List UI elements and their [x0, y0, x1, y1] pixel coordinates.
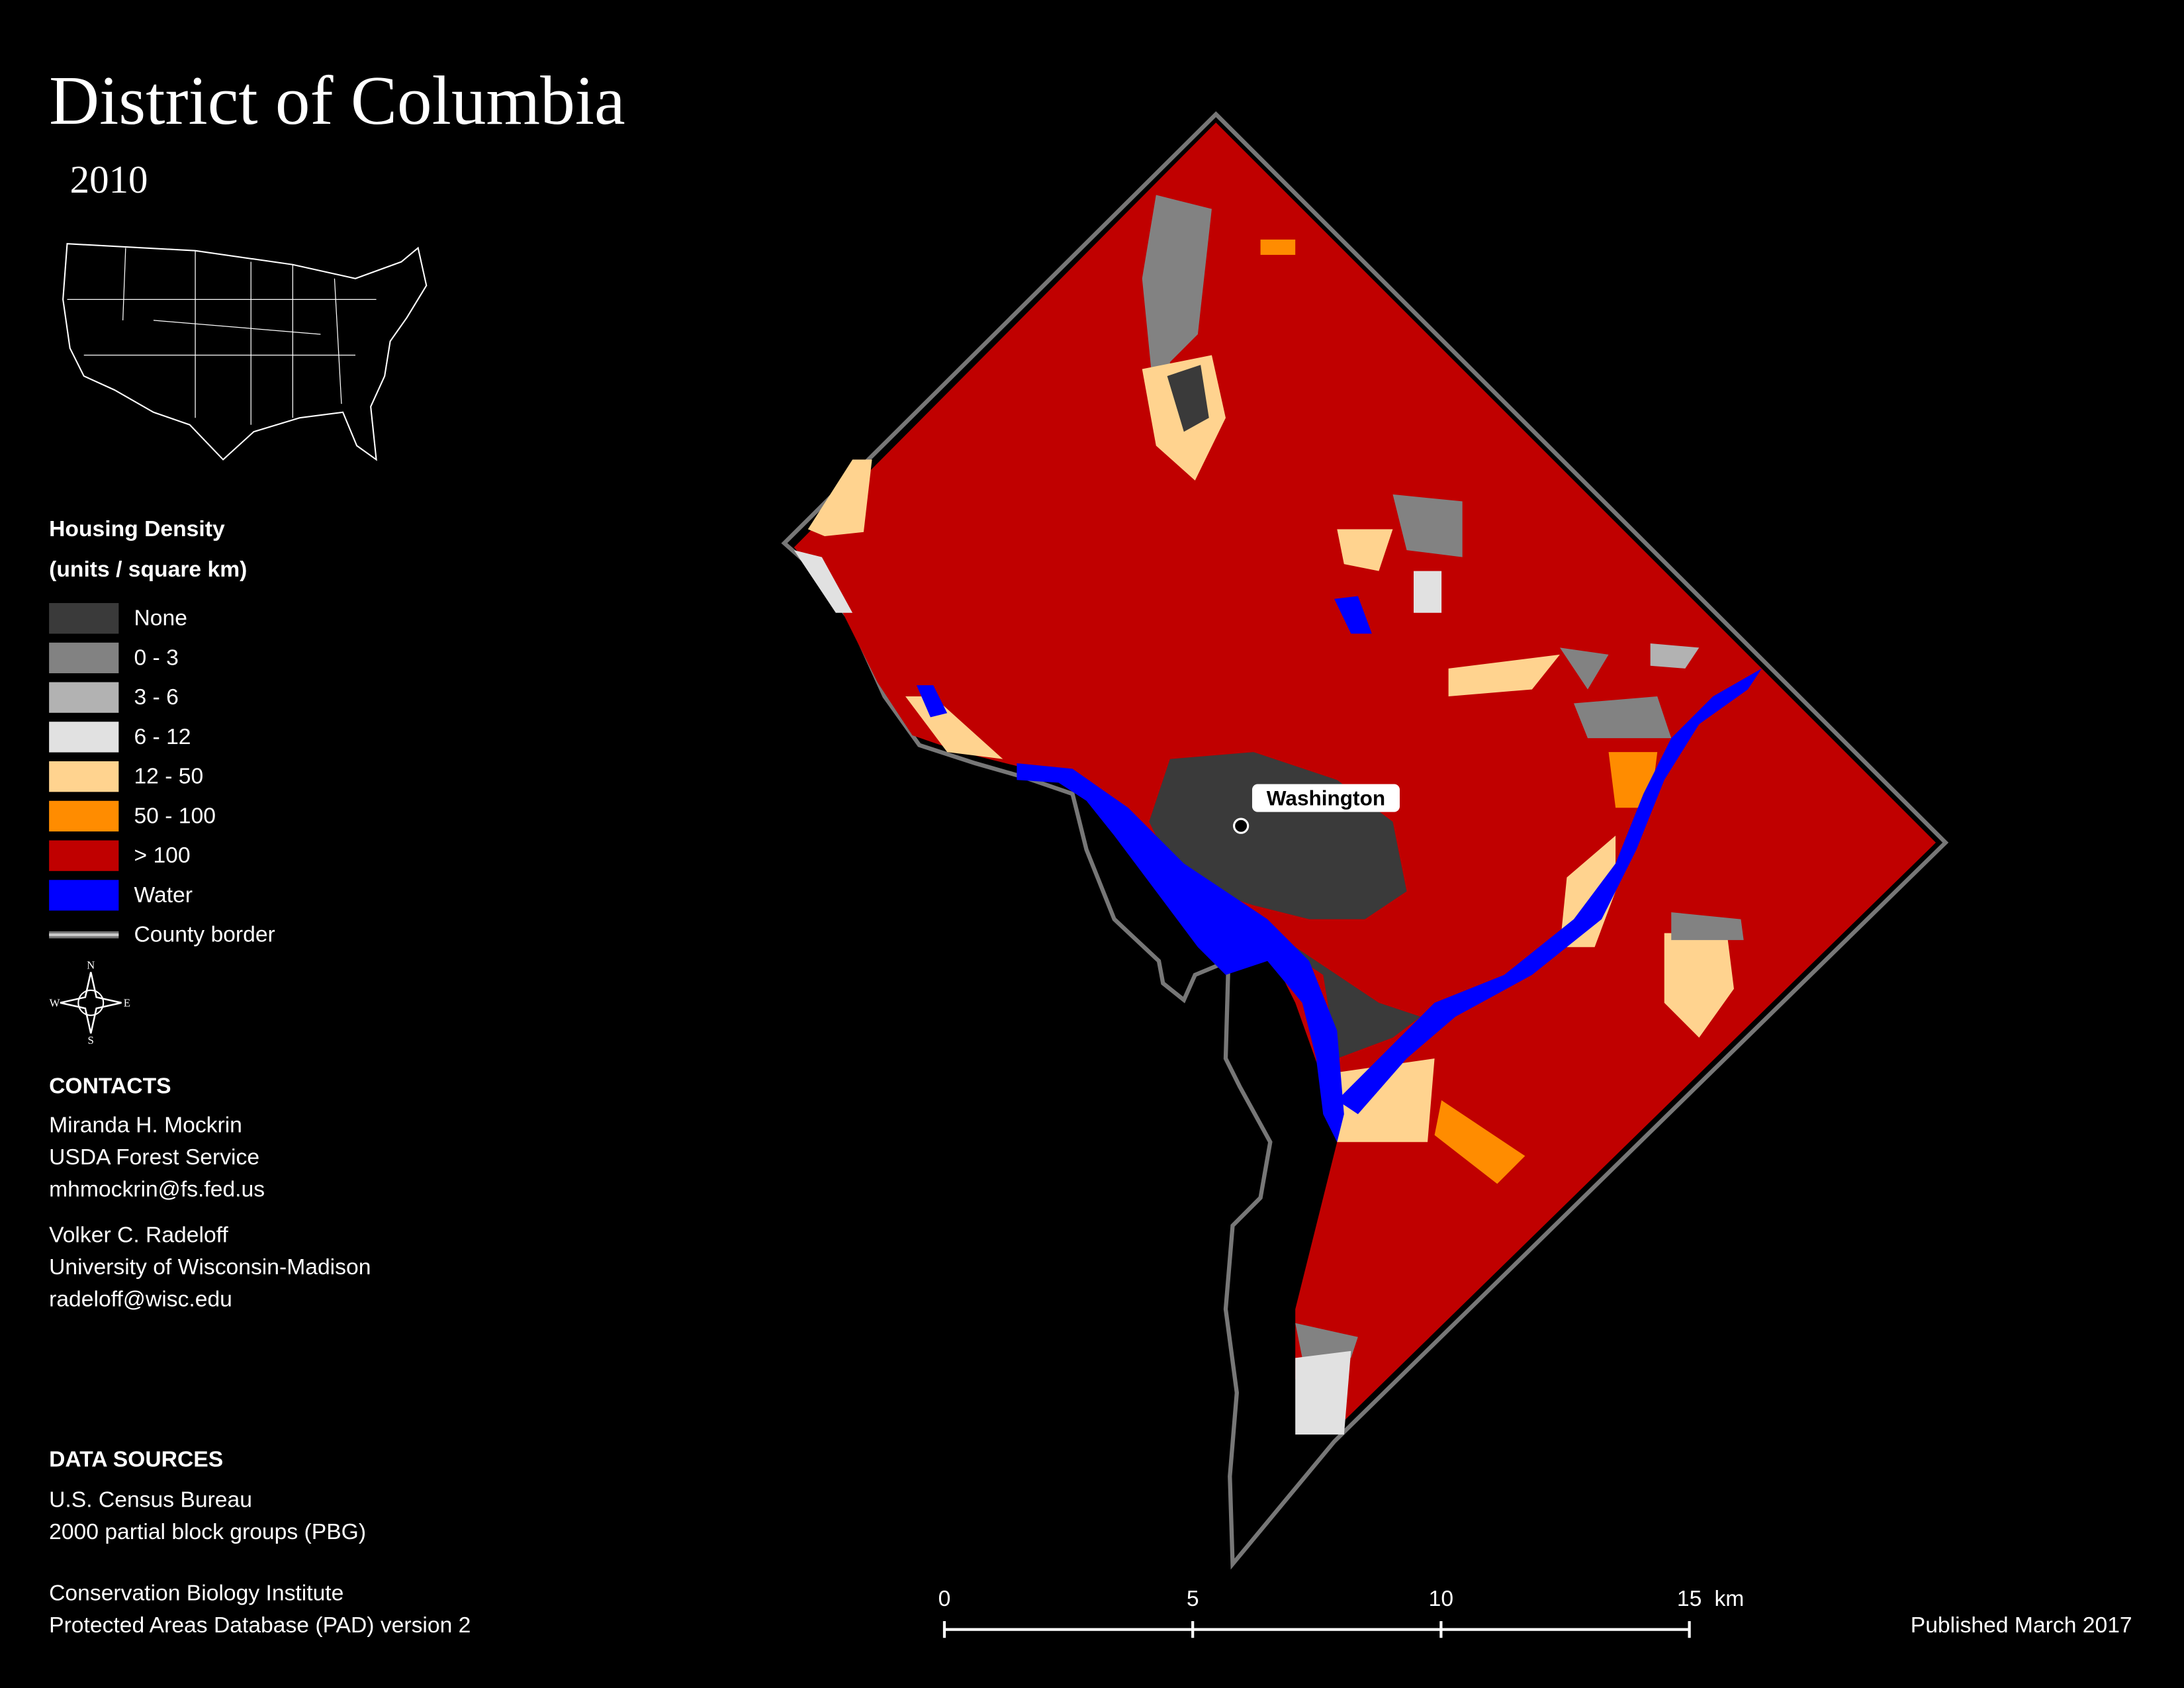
density-orange: [1260, 239, 1296, 256]
legend-label: 50 - 100: [134, 804, 216, 828]
river-potomac: [1017, 763, 1344, 1143]
scale-bar-label: 10: [1429, 1587, 1453, 1611]
legend-swatch: [49, 682, 119, 713]
legend-label: None: [134, 606, 187, 631]
contact-line: Volker C. Radeloff: [49, 1223, 228, 1248]
compass-rose: [60, 972, 122, 1034]
compass-w: W: [50, 996, 60, 1009]
density-mid-low: [1650, 643, 1700, 669]
legend-label: 3 - 6: [134, 685, 178, 710]
legend-label: 6 - 12: [134, 725, 191, 749]
source-line: Conservation Biology Institute: [49, 1581, 343, 1605]
density-light: [1295, 1350, 1351, 1435]
density-none: [1260, 933, 1421, 1059]
scale-bar-label: 0: [938, 1587, 951, 1611]
map-area: [781, 111, 1949, 1570]
legend-swatch: [49, 722, 119, 753]
contact-line: University of Wisconsin-Madison: [49, 1255, 371, 1280]
state-lines: [67, 248, 377, 425]
density-light: [1414, 571, 1442, 613]
legend-title: (units / square km): [49, 557, 247, 582]
density-orange: [1434, 1100, 1525, 1184]
legend-swatch: [49, 603, 119, 634]
legend-label: 12 - 50: [134, 765, 203, 789]
legend-swatch: [49, 642, 119, 674]
contact-line: mhmockrin@fs.fed.us: [49, 1177, 265, 1201]
place-label-box: [1251, 784, 1400, 812]
place-marker: Washington: [1233, 784, 1400, 834]
legend-label: County border: [134, 923, 275, 947]
density-low: [1671, 912, 1744, 941]
density-mid: [1337, 529, 1393, 571]
compass-n: N: [87, 959, 95, 972]
sources-heading: DATA SOURCES: [49, 1447, 223, 1472]
density-low: [1573, 696, 1672, 739]
locator-map: [62, 243, 428, 461]
density-low: [1392, 494, 1463, 557]
place-dot: [1233, 818, 1250, 834]
density-none: [1167, 365, 1209, 432]
water: [916, 685, 948, 718]
legend-swatch: [49, 761, 119, 792]
compass-s: S: [88, 1034, 94, 1047]
density-low: [1559, 647, 1609, 690]
scale-bar-label: 15: [1677, 1587, 1702, 1611]
title: District of Columbia: [49, 62, 625, 139]
compass-e: E: [124, 996, 130, 1009]
contacts-heading: CONTACTS: [49, 1074, 171, 1099]
compass: N E S W: [50, 959, 130, 1047]
legend-label: > 100: [134, 843, 190, 868]
legend-swatch: [49, 800, 119, 832]
contact-line: radeloff@wisc.edu: [49, 1287, 232, 1311]
contact-line: Miranda H. Mockrin: [49, 1113, 242, 1138]
density-mid: [807, 459, 872, 537]
source-line: Protected Areas Database (PAD) version 2: [49, 1613, 471, 1638]
footer: Published March 2017: [1911, 1613, 2132, 1638]
river-anacostia: [1337, 668, 1762, 1115]
legend-swatch: [49, 840, 119, 871]
legend-swatch: [49, 880, 119, 911]
water: [1334, 596, 1372, 634]
compass-ring: [77, 989, 105, 1016]
legend-label: Water: [134, 883, 193, 908]
place-label: Washington: [1267, 786, 1385, 810]
source-line: 2000 partial block groups (PBG): [49, 1520, 366, 1544]
density-mid: [1664, 933, 1734, 1038]
density-low: [1295, 1323, 1358, 1358]
scale-bar-label: 5: [1187, 1587, 1199, 1611]
legend-title: Housing Density: [49, 517, 225, 541]
legend-label: 0 - 3: [134, 645, 178, 670]
source-line: U.S. Census Bureau: [49, 1487, 252, 1512]
contact-line: USDA Forest Service: [49, 1145, 259, 1170]
scale-bar-unit: km: [1714, 1587, 1744, 1611]
density-high: [794, 122, 1936, 1430]
density-light: [794, 550, 853, 613]
subtitle: 2010: [70, 158, 148, 201]
